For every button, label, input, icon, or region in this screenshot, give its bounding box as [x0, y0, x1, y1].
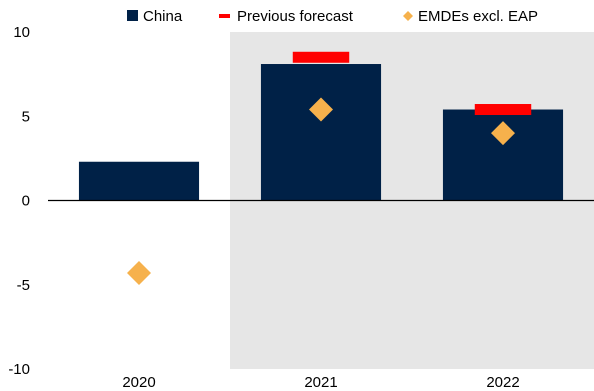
x-axis-ticks: 2020 2021 2022	[122, 374, 519, 391]
marker-emdes-2020	[127, 260, 151, 285]
previous-forecast-markers	[292, 51, 532, 116]
y-tick-label: 5	[22, 108, 30, 125]
marker-emdes-2022	[491, 121, 515, 146]
y-tick-label: 10	[13, 24, 30, 41]
emdes-markers	[127, 97, 515, 285]
x-tick-label: 2021	[304, 374, 337, 391]
legend-swatch-previous-forecast	[219, 14, 230, 18]
legend-label-china: China	[143, 8, 183, 25]
marker-emdes-2021	[309, 97, 333, 122]
legend-swatch-china	[127, 10, 138, 21]
x-tick-label: 2020	[122, 374, 155, 391]
x-tick-label: 2022	[486, 374, 519, 391]
legend-label-previous-forecast: Previous forecast	[237, 8, 354, 25]
marker-previous-forecast-2022	[474, 104, 532, 116]
y-axis-ticks: 10 5 0 -5 -10	[8, 24, 30, 378]
y-tick-label: -10	[8, 361, 30, 378]
y-tick-label: 0	[22, 193, 30, 210]
legend: China Previous forecast EMDEs excl. EAP	[127, 8, 538, 25]
bar-china-2021	[260, 64, 382, 201]
marker-previous-forecast-2021	[292, 51, 350, 63]
legend-swatch-emdes	[403, 11, 413, 21]
y-tick-label: -5	[17, 277, 30, 294]
legend-label-emdes: EMDEs excl. EAP	[418, 8, 538, 25]
bar-china-2020	[78, 161, 200, 201]
